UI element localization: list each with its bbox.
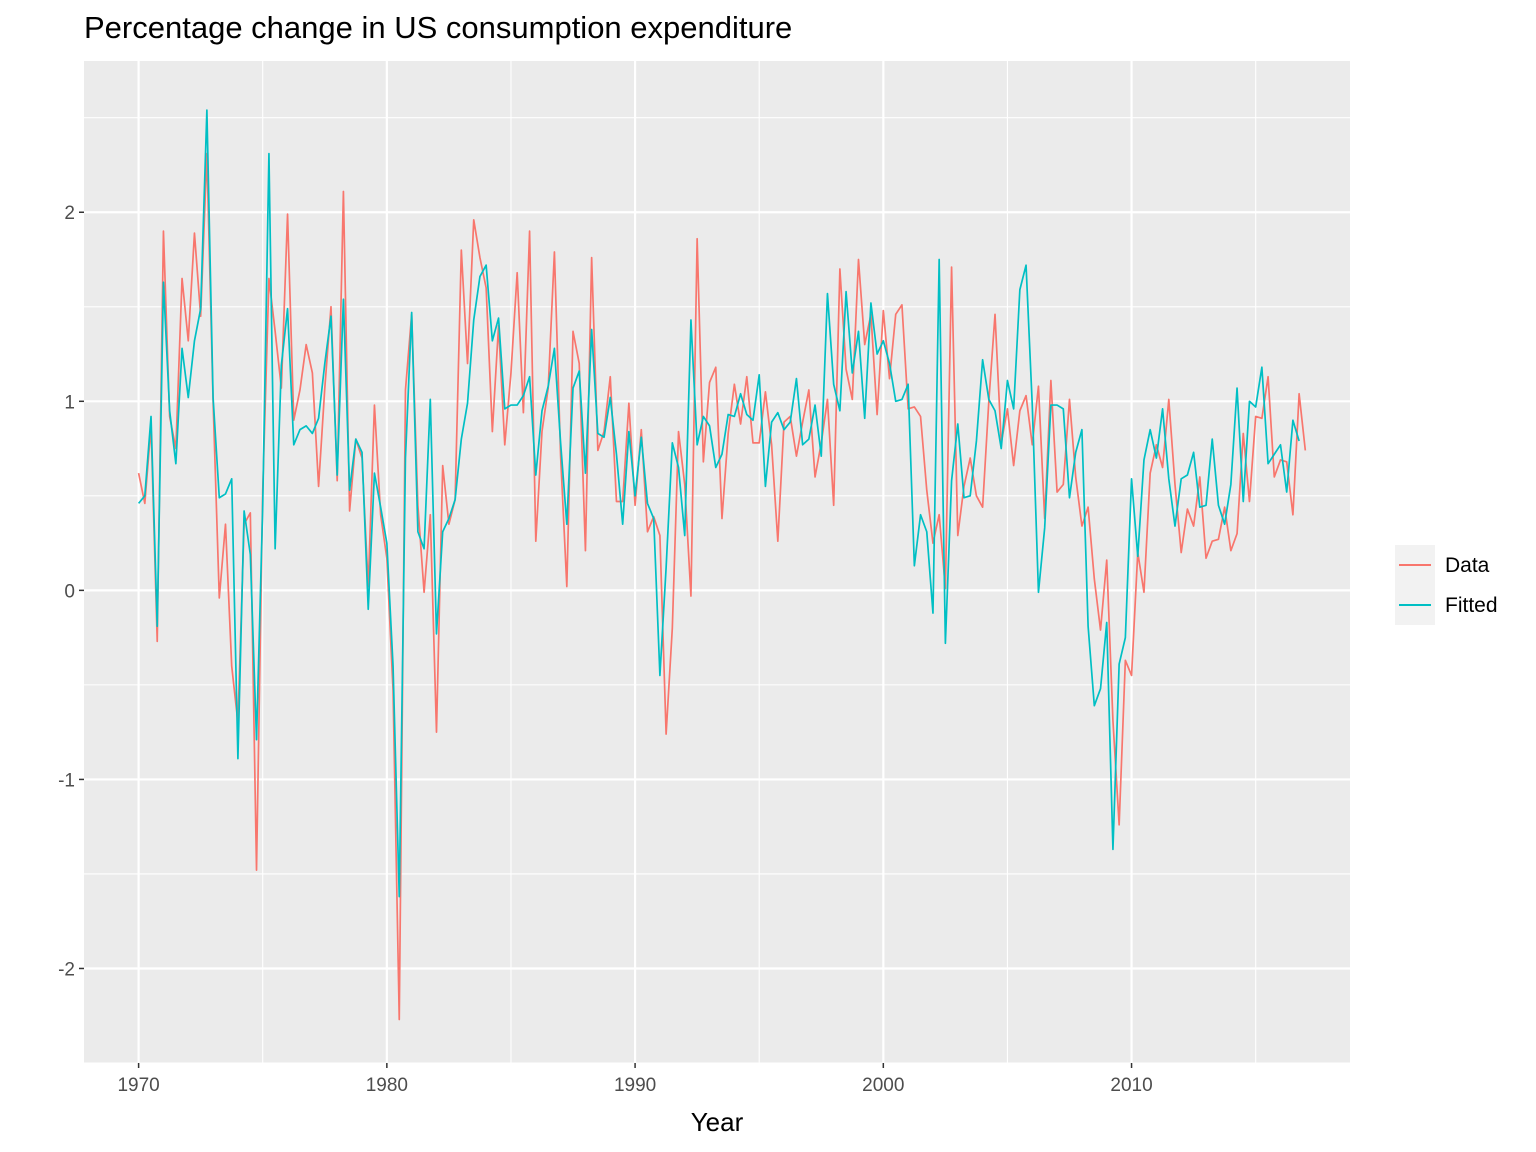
x-tick-label: 1970	[117, 1075, 159, 1096]
x-axis-title: Year	[691, 1107, 744, 1137]
series-line-fitted	[137, 109, 1300, 898]
y-tick-label: -2	[58, 959, 75, 980]
y-tick-label: 1	[64, 392, 75, 413]
y-tick-label: 0	[64, 581, 75, 602]
legend: Data Fitted	[1395, 545, 1498, 625]
x-tick-label: 2000	[862, 1075, 904, 1096]
y-tick-label: -1	[58, 770, 75, 791]
series-layer	[137, 109, 1307, 1021]
legend-label-data: Data	[1445, 554, 1490, 577]
grid-major	[84, 61, 1350, 1063]
x-tick-label: 1990	[614, 1075, 656, 1096]
x-axis: 1970 1980 1990 2000 2010	[117, 1063, 1153, 1096]
y-tick-label: 2	[64, 203, 75, 224]
x-tick-label: 2010	[1110, 1075, 1152, 1096]
x-tick-label: 1980	[366, 1075, 408, 1096]
y-axis: -2 -1 0 1 2	[58, 203, 84, 980]
chart-title: Percentage change in US consumption expe…	[84, 10, 793, 45]
grid-minor	[84, 61, 1350, 1064]
legend-label-fitted: Fitted	[1445, 594, 1498, 617]
